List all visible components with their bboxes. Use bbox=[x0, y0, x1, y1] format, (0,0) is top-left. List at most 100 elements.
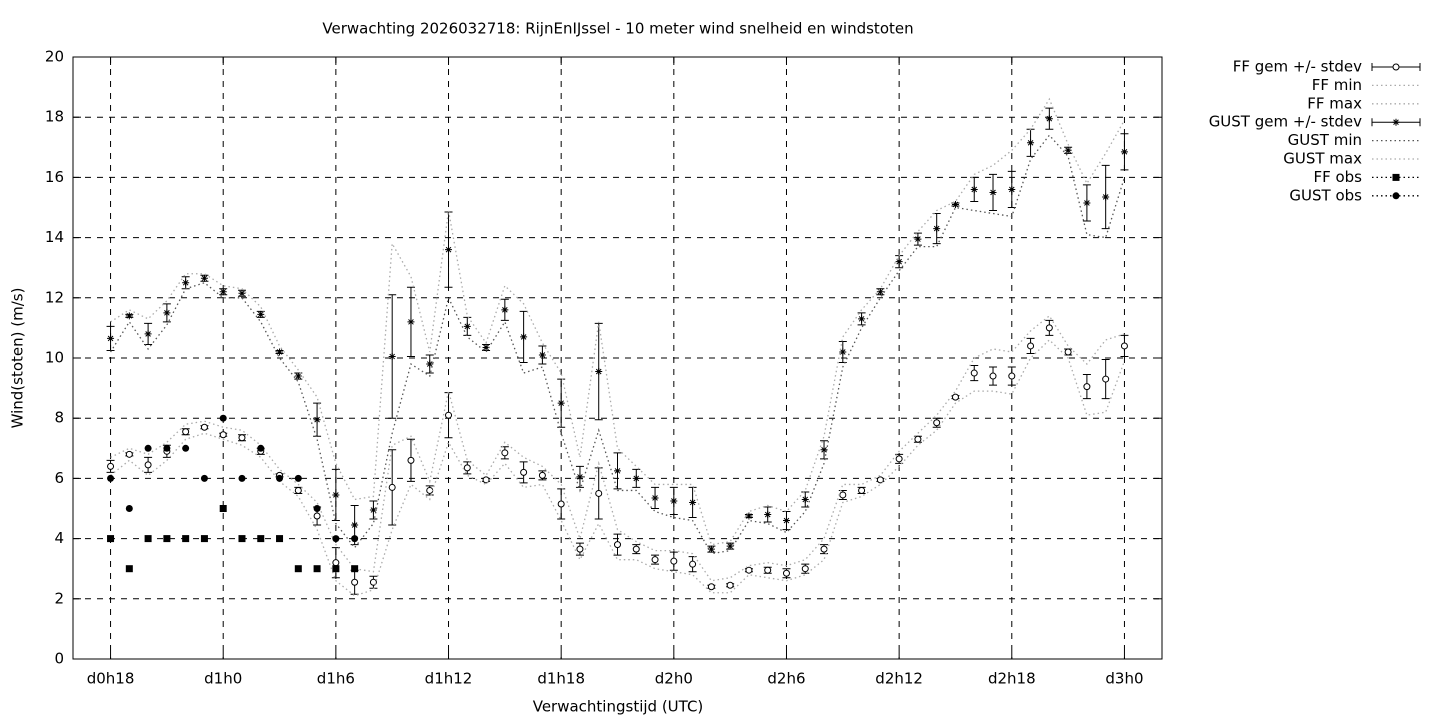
marker-circle bbox=[614, 541, 621, 549]
marker bbox=[933, 419, 941, 427]
x-tick-label: d2h18 bbox=[988, 670, 1036, 688]
y-tick-label: 16 bbox=[45, 168, 64, 186]
marker bbox=[144, 461, 152, 469]
marker-square bbox=[107, 535, 115, 543]
marker-star bbox=[933, 225, 941, 233]
marker-star bbox=[144, 330, 152, 338]
marker bbox=[144, 444, 152, 452]
marker bbox=[200, 274, 208, 282]
marker-star bbox=[801, 495, 809, 503]
marker-circle bbox=[1045, 324, 1053, 332]
x-tick-label: d0h18 bbox=[87, 670, 135, 688]
marker bbox=[313, 416, 321, 424]
marker bbox=[407, 318, 415, 326]
marker-star bbox=[1102, 193, 1110, 201]
legend-label: GUST obs bbox=[1289, 186, 1362, 204]
marker bbox=[689, 560, 697, 568]
marker-star bbox=[1392, 118, 1400, 126]
marker bbox=[294, 486, 302, 494]
marker-star bbox=[782, 517, 790, 525]
marker bbox=[257, 444, 265, 452]
marker-star bbox=[820, 446, 828, 454]
marker-circle bbox=[351, 578, 359, 586]
marker bbox=[801, 495, 809, 503]
marker bbox=[576, 545, 584, 553]
marker-dot bbox=[125, 505, 133, 512]
marker bbox=[520, 333, 528, 341]
marker bbox=[144, 535, 152, 543]
x-tick-label: d2h12 bbox=[875, 670, 923, 688]
marker-square bbox=[238, 535, 246, 543]
marker-star bbox=[482, 343, 490, 351]
x-tick-label: d1h0 bbox=[204, 670, 242, 688]
marker bbox=[970, 185, 978, 193]
x-tick-label: d1h6 bbox=[317, 670, 355, 688]
marker-star bbox=[388, 352, 396, 360]
marker-circle bbox=[388, 483, 396, 491]
marker bbox=[125, 505, 133, 512]
marker bbox=[200, 474, 208, 482]
marker-circle bbox=[482, 476, 490, 484]
marker-star bbox=[1027, 139, 1035, 147]
series-line bbox=[110, 314, 1125, 582]
marker-circle bbox=[501, 449, 509, 457]
legend-label: FF obs bbox=[1313, 168, 1362, 186]
marker-circle bbox=[238, 434, 246, 442]
marker bbox=[163, 444, 171, 452]
marker bbox=[1064, 348, 1072, 356]
marker bbox=[388, 483, 396, 491]
marker bbox=[107, 334, 115, 342]
marker-circle bbox=[1027, 342, 1035, 350]
marker-star bbox=[426, 360, 434, 368]
marker bbox=[313, 512, 321, 520]
marker bbox=[933, 225, 941, 233]
marker bbox=[107, 474, 115, 482]
marker bbox=[482, 476, 490, 484]
marker bbox=[238, 474, 246, 482]
y-tick-label: 14 bbox=[45, 228, 64, 246]
marker bbox=[125, 450, 133, 458]
marker bbox=[614, 541, 621, 549]
marker-circle bbox=[820, 545, 828, 553]
marker bbox=[313, 505, 321, 512]
marker bbox=[351, 535, 359, 543]
marker bbox=[726, 542, 734, 550]
marker bbox=[219, 505, 227, 512]
marker-circle bbox=[839, 491, 847, 499]
marker-dot bbox=[276, 474, 284, 482]
marker bbox=[876, 288, 884, 296]
marker bbox=[182, 535, 190, 543]
marker bbox=[332, 535, 340, 543]
marker bbox=[1064, 146, 1072, 154]
marker-dot bbox=[200, 474, 208, 482]
marker-star bbox=[313, 416, 321, 424]
legend-label: GUST max bbox=[1283, 150, 1362, 168]
marker bbox=[445, 411, 453, 419]
marker bbox=[1045, 324, 1053, 332]
marker bbox=[238, 535, 246, 543]
marker-dot bbox=[163, 444, 171, 452]
marker-circle bbox=[895, 455, 903, 463]
marker bbox=[1392, 118, 1400, 126]
marker bbox=[557, 500, 565, 508]
marker bbox=[463, 322, 471, 330]
marker bbox=[276, 474, 284, 482]
marker-circle bbox=[745, 566, 753, 574]
legend-label: FF max bbox=[1307, 94, 1362, 112]
marker-star bbox=[257, 310, 265, 318]
marker-dot bbox=[351, 535, 359, 543]
marker-star bbox=[1120, 148, 1128, 156]
marker-star bbox=[200, 274, 208, 282]
marker bbox=[1045, 115, 1053, 123]
marker bbox=[970, 369, 978, 377]
marker-circle bbox=[876, 476, 884, 484]
marker-star bbox=[557, 399, 565, 407]
marker bbox=[820, 446, 828, 454]
marker-star bbox=[858, 315, 866, 323]
marker-square bbox=[294, 565, 302, 573]
marker bbox=[313, 565, 321, 573]
marker-square bbox=[276, 535, 284, 543]
marker-dot bbox=[313, 505, 321, 512]
marker bbox=[107, 535, 115, 543]
